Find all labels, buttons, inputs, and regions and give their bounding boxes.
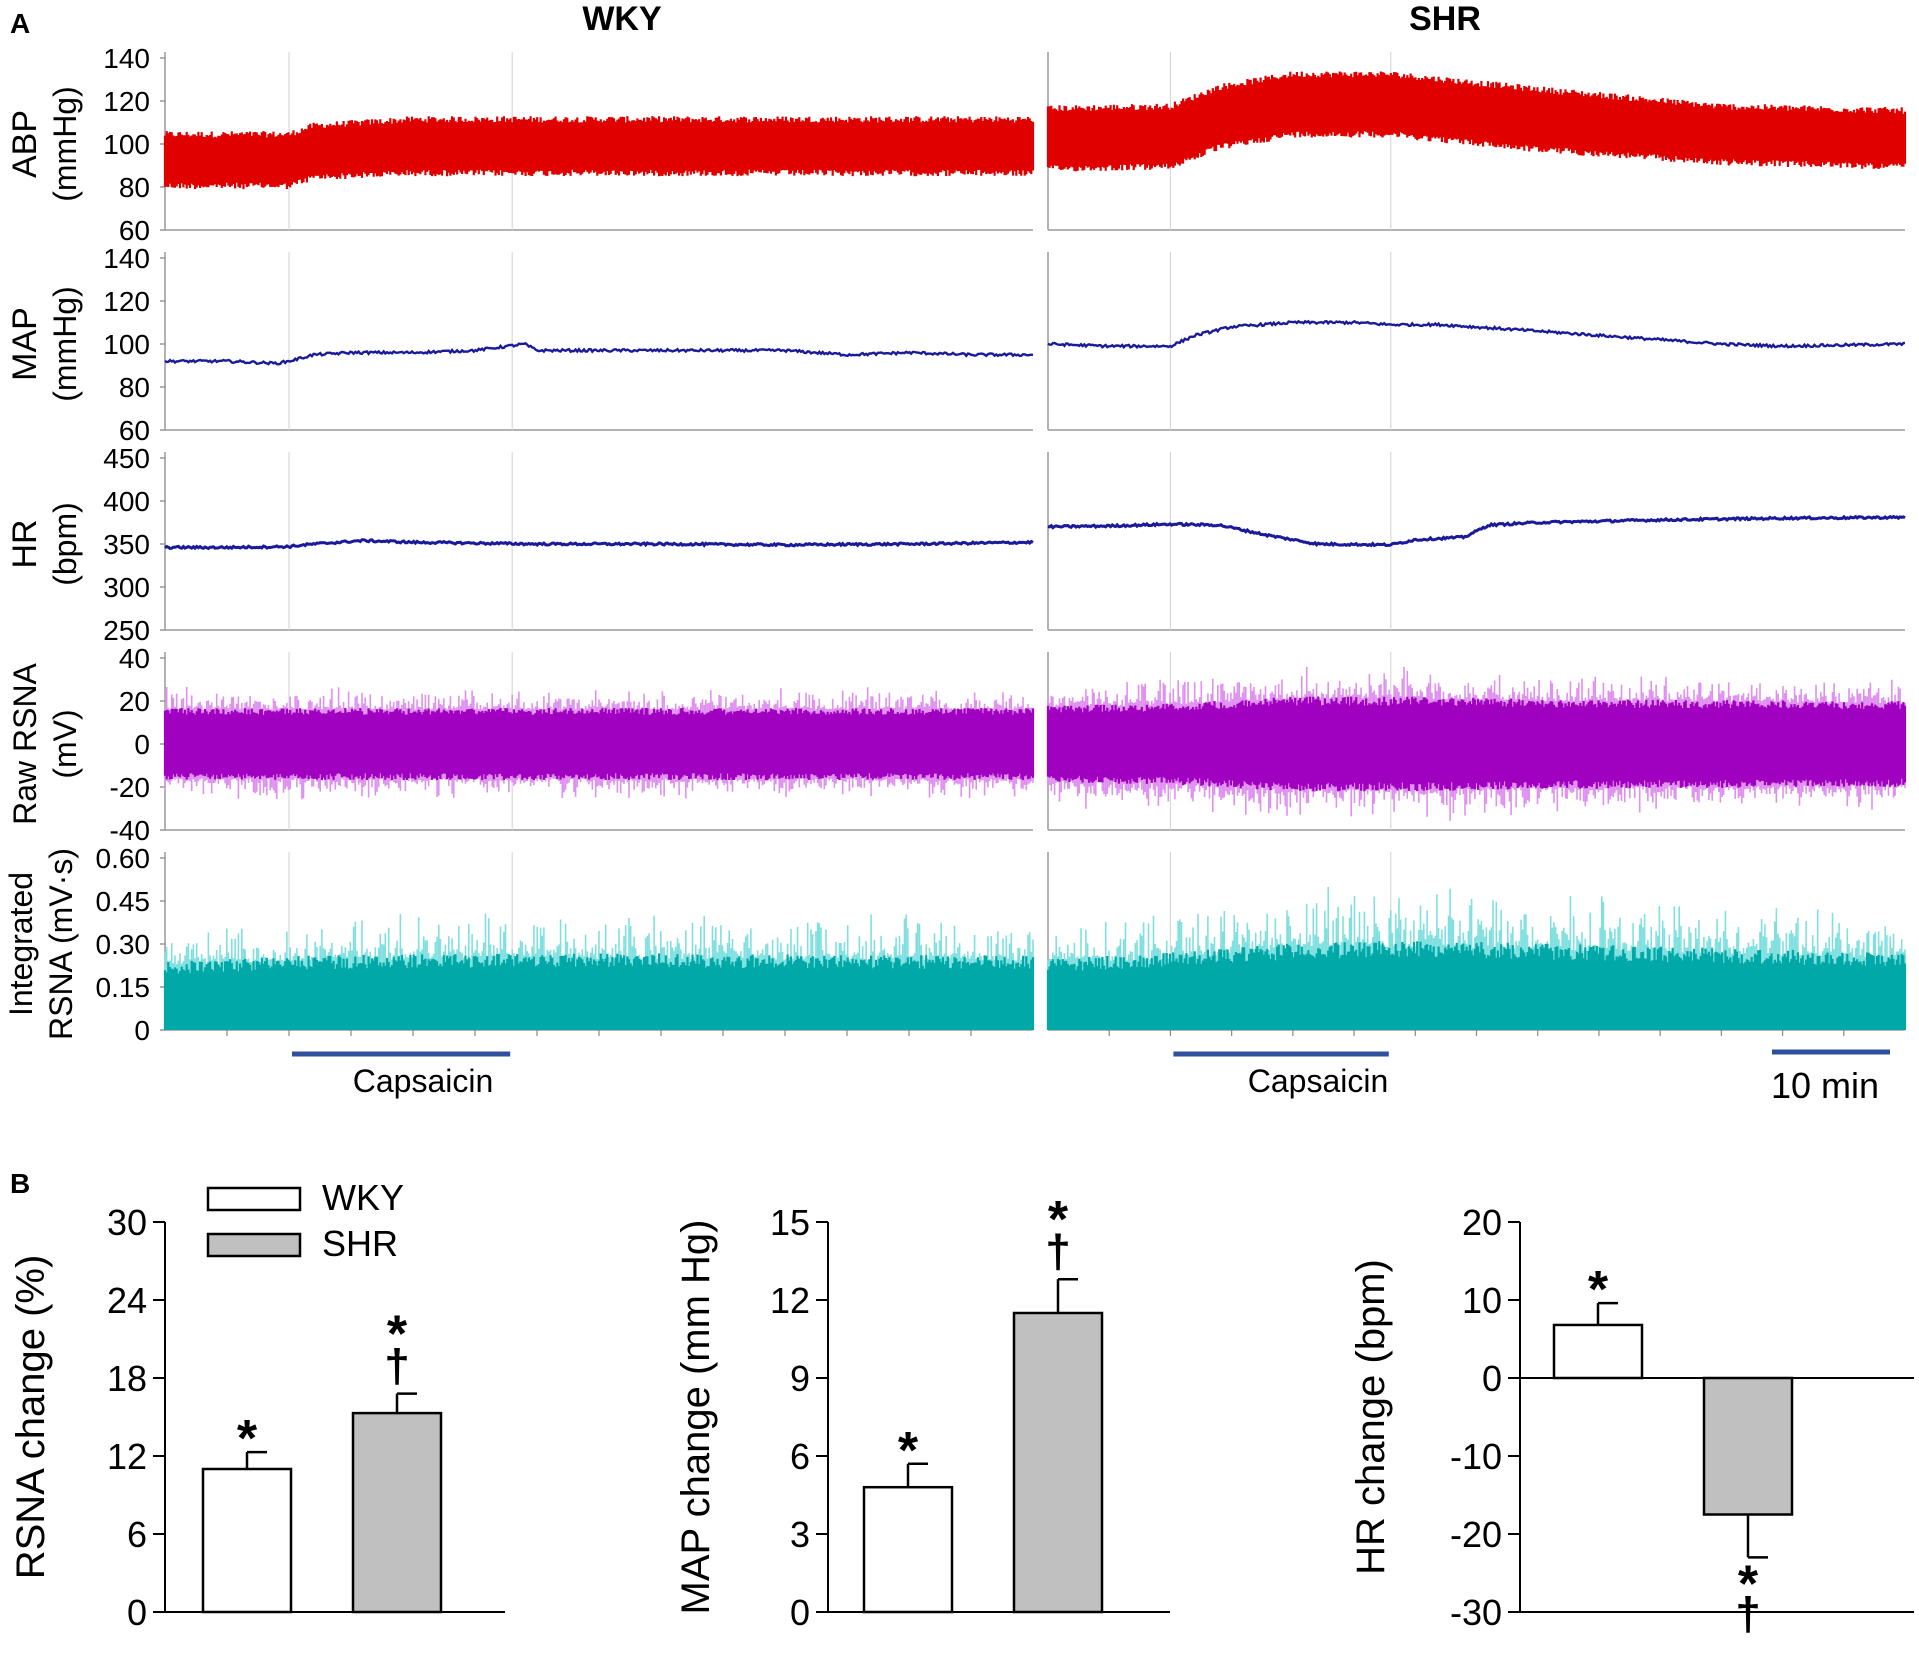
y-tick-label-hr: 20	[1462, 1202, 1502, 1243]
significance-dagger: †	[1045, 1225, 1071, 1277]
legend-swatch-shr	[206, 1232, 302, 1258]
scale-bar-label: 10 min	[1771, 1065, 1879, 1106]
y-tick-label-int: 0	[134, 1015, 150, 1046]
bar-rsna-shr	[351, 1411, 443, 1614]
y-tick-label-rsna: 30	[107, 1202, 147, 1243]
y-tick-label-map: 100	[103, 329, 150, 360]
y-tick-label-map: 3	[790, 1514, 810, 1555]
y-tick-label-abp: 100	[103, 129, 150, 160]
y-tick-label-abp: 140	[103, 43, 150, 74]
y-tick-label-hr: 10	[1462, 1280, 1502, 1321]
raw-rsna-trace-shr	[1046, 696, 1907, 792]
y-tick-label-hr: 350	[103, 529, 150, 560]
map-trace-shr	[1047, 319, 1906, 350]
row-label-abp: ABP	[6, 110, 44, 178]
capsaicin-label-shr: Capsaicin	[1248, 1063, 1389, 1099]
y-tick-label-rsna: 0	[127, 1592, 147, 1633]
column-title-shr: SHR	[1409, 0, 1481, 38]
y-tick-label-raw: -20	[110, 772, 150, 803]
row-unit-map: (mmHg)	[47, 286, 83, 402]
hr-trace-wky	[164, 538, 1034, 551]
panel-a-recordings: WKY SHR Capsaicin Capsaicin 10 min ABP (m…	[3, 0, 1907, 1106]
abp-trace-shr	[1046, 71, 1907, 172]
column-title-wky: WKY	[582, 0, 662, 38]
y-tick-label-hr: 0	[1482, 1358, 1502, 1399]
y-tick-label-map: 60	[119, 415, 150, 446]
y-tick-label-abp: 120	[103, 86, 150, 117]
map-trace-wky	[164, 341, 1034, 366]
capsaicin-label-wky: Capsaicin	[353, 1063, 494, 1099]
y-tick-label-int: 0.30	[96, 929, 151, 960]
int-rsna-trace-shr	[1046, 941, 1907, 1030]
int-rsna-trace-wky	[163, 953, 1035, 1030]
row-label-map: MAP	[6, 307, 44, 381]
y-tick-label-map: 15	[770, 1202, 810, 1243]
y-tick-label-map: 0	[790, 1592, 810, 1633]
y-tick-label-map: 9	[790, 1358, 810, 1399]
y-tick-label-hr: 250	[103, 615, 150, 646]
bar-rsna-wky	[201, 1467, 293, 1614]
y-tick-label-raw: 0	[134, 729, 150, 760]
y-tick-label-hr: 300	[103, 572, 150, 603]
y-tick-label-raw: -40	[110, 815, 150, 846]
panel-b-label: B	[10, 1168, 30, 1199]
significance-asterisk: *	[1588, 1261, 1609, 1319]
bar-map-shr	[1012, 1311, 1104, 1614]
y-tick-label-map: 140	[103, 243, 150, 274]
bar-hr-wky	[1552, 1323, 1644, 1380]
y-tick-label-hr: -30	[1450, 1592, 1502, 1633]
y-tick-label-hr: 400	[103, 486, 150, 517]
y-tick-label-abp: 80	[119, 172, 150, 203]
significance-dagger: †	[384, 1340, 410, 1392]
y-tick-label-raw: 40	[119, 643, 150, 674]
y-tick-label-hr: -10	[1450, 1436, 1502, 1477]
y-tick-label-hr: 450	[103, 443, 150, 474]
significance-asterisk: *	[898, 1422, 919, 1480]
y-tick-label-raw: 20	[119, 686, 150, 717]
abp-trace-wky	[163, 116, 1035, 190]
legend-label-wky: WKY	[322, 1177, 404, 1218]
row-label-hr: HR	[6, 519, 44, 568]
significance-asterisk: *	[1738, 1555, 1759, 1613]
y-tick-label-rsna: 12	[107, 1436, 147, 1477]
panel-a-label: A	[10, 8, 30, 39]
row-unit-hr: (bpm)	[47, 502, 83, 586]
legend-swatch-wky	[206, 1186, 302, 1212]
y-tick-label-map: 12	[770, 1280, 810, 1321]
bar-map-wky	[862, 1485, 954, 1614]
y-axis-label-rsna: RSNA change (%)	[9, 1255, 53, 1580]
y-tick-label-int: 0.60	[96, 843, 151, 874]
y-tick-label-rsna: 6	[127, 1514, 147, 1555]
significance-asterisk: *	[387, 1306, 408, 1364]
significance-dagger: †	[1735, 1587, 1761, 1639]
row-label-raw: Raw RSNA	[7, 662, 43, 824]
significance-asterisk: *	[237, 1410, 258, 1468]
y-tick-label-rsna: 24	[107, 1280, 147, 1321]
row-unit-int: RSNA (mV·s)	[43, 848, 79, 1040]
y-tick-label-map: 6	[790, 1436, 810, 1477]
raw-rsna-trace-wky	[163, 707, 1035, 781]
significance-asterisk: *	[1048, 1191, 1069, 1249]
y-tick-label-map: 120	[103, 286, 150, 317]
y-axis-label-hr: HR change (bpm)	[1349, 1259, 1393, 1575]
row-unit-raw: (mV)	[47, 709, 83, 778]
y-axis-label-map: MAP change (mm Hg)	[674, 1220, 718, 1615]
y-tick-label-hr: -20	[1450, 1514, 1502, 1555]
legend-label-shr: SHR	[322, 1223, 398, 1264]
y-tick-label-int: 0.15	[96, 972, 151, 1003]
y-tick-label-abp: 60	[119, 215, 150, 246]
hr-trace-shr	[1047, 514, 1906, 548]
bar-hr-shr	[1702, 1376, 1794, 1516]
y-tick-label-map: 80	[119, 372, 150, 403]
row-label-int: Integrated	[3, 872, 39, 1016]
y-tick-label-int: 0.45	[96, 886, 151, 917]
y-tick-label-rsna: 18	[107, 1358, 147, 1399]
row-unit-abp: (mmHg)	[47, 86, 83, 202]
